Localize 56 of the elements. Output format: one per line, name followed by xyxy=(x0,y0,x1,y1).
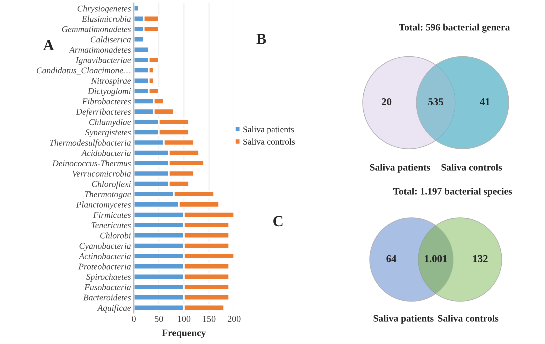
y-tick-label: Chlamydiae xyxy=(89,119,132,128)
y-tick-label: Synergistetes xyxy=(86,130,132,138)
y-tick-label: Spirochaetes xyxy=(86,274,132,282)
y-tick-label: Aquificae xyxy=(97,304,132,313)
y-tick-label: Thermodesulfobacteria xyxy=(50,140,131,148)
y-tick-label: Proteobacteria xyxy=(78,264,131,270)
y-tick-label: Acidobacteria xyxy=(81,150,131,156)
category-label: Saliva patients xyxy=(374,315,434,324)
text: B xyxy=(256,34,266,44)
category-label: Saliva controls xyxy=(438,315,499,322)
y-tick-label: Verrucomicrobia xyxy=(72,170,131,177)
data-label: 64 xyxy=(386,255,397,262)
bar xyxy=(134,5,140,12)
x-tick-label: 0 xyxy=(132,316,136,322)
y-tick-label: Deferribacteres xyxy=(76,108,132,117)
y-tick-label: Nitrospirae xyxy=(91,78,132,86)
text: Total: 1.197 bacterial species xyxy=(393,188,512,197)
y-tick-label: Dictyoglomi xyxy=(88,88,132,96)
y-tick-label: Elusimicrobia xyxy=(82,16,131,22)
data-label: 132 xyxy=(473,255,488,262)
bar xyxy=(134,46,150,54)
legend-label: Saliva controls xyxy=(244,138,296,145)
y-tick-label: Deinococcus-Thermus xyxy=(52,160,132,167)
data-label: 20 xyxy=(382,98,392,106)
y-tick-label: Actinobacteria xyxy=(78,253,131,260)
y-tick-label: Fusobacteria xyxy=(84,284,131,290)
y-tick-label: Gemmatimonadetes xyxy=(62,26,132,32)
y-tick-label: Firmicutes xyxy=(93,212,132,218)
y-tick-label: Chrysiogenetes xyxy=(78,6,132,14)
text: A xyxy=(43,40,54,50)
data-label: 1.001 xyxy=(425,255,448,262)
text: Total: 596 bacterial genera xyxy=(399,24,510,33)
y-tick-label: Armatimonadetes xyxy=(69,46,132,54)
x-tick-label: 100 xyxy=(178,316,191,322)
x-tick-label: 50 xyxy=(155,316,164,322)
y-tick-label: Bacteroidetes xyxy=(84,294,132,301)
data-label: 41 xyxy=(480,98,490,106)
legend-label: Saliva patients xyxy=(244,126,294,134)
data-label: 535 xyxy=(428,98,444,106)
y-tick-label: Caldiserica xyxy=(90,36,131,43)
y-tick-label: Candidatus_Cloacimone… xyxy=(36,67,131,75)
y-tick-label: Fibrobacteres xyxy=(82,98,132,105)
y-tick-label: Cyanobacteria xyxy=(80,242,131,251)
x-tick-label: 150 xyxy=(203,316,216,322)
y-tick-label: Chloroflexi xyxy=(92,180,132,189)
y-tick-label: Planctomycetes xyxy=(76,202,132,210)
text: C xyxy=(274,216,283,227)
bar xyxy=(134,36,145,44)
category-label: Saliva patients xyxy=(370,164,430,173)
y-tick-label: Chlorobi xyxy=(100,232,132,239)
y-tick-label: Tenericutes xyxy=(92,222,132,228)
y-tick-label: Ignavibacteriae xyxy=(76,57,132,66)
y-tick-label: Thermotogae xyxy=(85,191,132,200)
category-label: Saliva controls xyxy=(442,164,502,171)
x-axis-title: Frequency xyxy=(162,330,206,338)
x-tick-label: 200 xyxy=(228,316,241,322)
